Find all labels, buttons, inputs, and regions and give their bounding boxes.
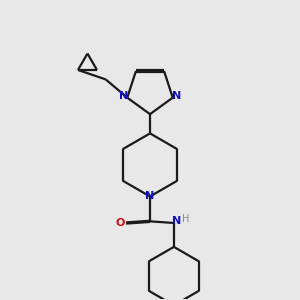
Text: N: N — [119, 91, 128, 101]
Text: O: O — [116, 218, 125, 228]
Text: H: H — [182, 214, 189, 224]
Text: N: N — [172, 91, 181, 101]
Text: N: N — [146, 191, 154, 202]
Text: N: N — [172, 216, 181, 226]
